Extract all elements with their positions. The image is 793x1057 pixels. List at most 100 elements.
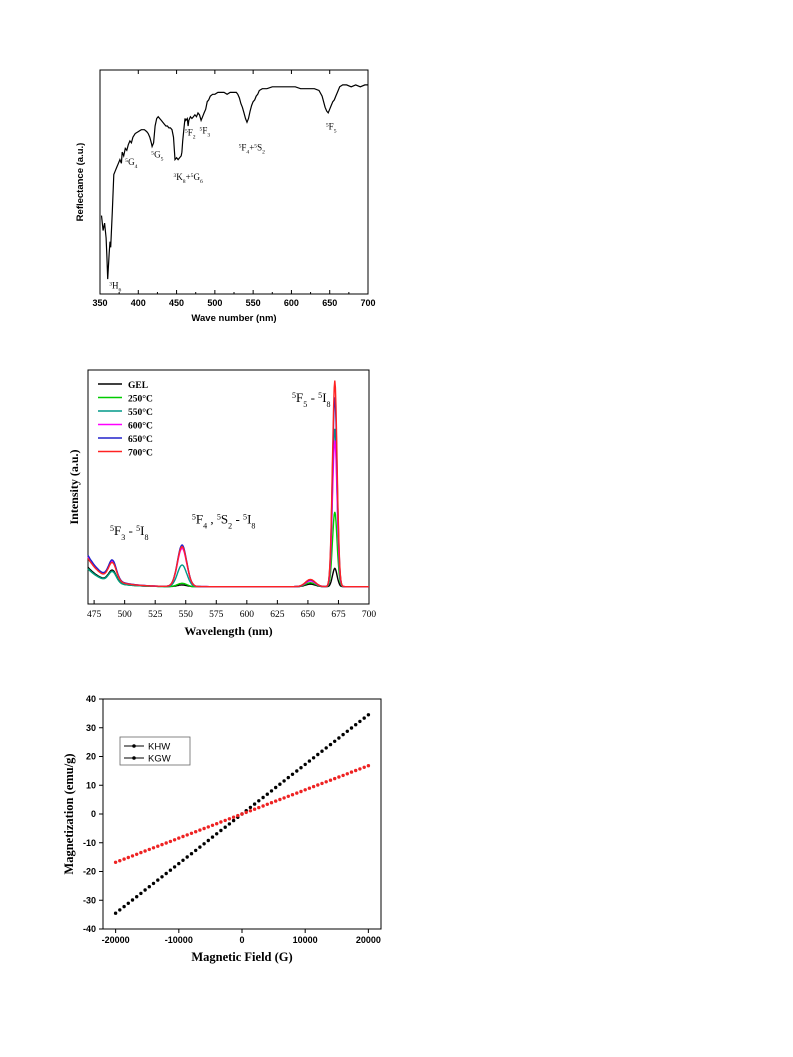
x-tick-label: 350 — [92, 298, 107, 308]
data-point-kgw — [337, 775, 341, 779]
data-point-khw — [172, 865, 177, 869]
data-point-kgw — [265, 802, 269, 806]
data-point-khw — [282, 779, 286, 783]
data-point-khw — [320, 749, 324, 753]
data-point-khw — [252, 802, 257, 806]
sub-part: 8 — [145, 533, 149, 542]
y-tick-label: -10 — [83, 838, 96, 848]
legend-marker — [132, 756, 136, 760]
data-point-khw — [122, 904, 126, 909]
data-point-khw — [135, 895, 139, 899]
sub-part: 4 — [135, 164, 138, 170]
data-point-khw — [286, 775, 290, 780]
data-point-khw — [299, 766, 303, 770]
data-point-khw — [206, 838, 210, 843]
data-point-kgw — [269, 801, 274, 805]
txt-part: F — [114, 523, 121, 538]
data-point-khw — [113, 911, 118, 915]
plot-frame — [87, 369, 370, 605]
txt-part: G — [154, 150, 161, 160]
data-point-khw — [303, 762, 307, 767]
sub-part: 3 — [121, 533, 125, 542]
sup-part: 5 — [136, 524, 140, 533]
sub-part: 8 — [251, 521, 255, 530]
legend-label: 550°C — [128, 407, 153, 418]
data-point-khw — [248, 805, 253, 810]
sup-part: 5 — [318, 391, 322, 400]
x-tick-label: 500 — [118, 610, 133, 620]
x-tick-label: -20000 — [102, 935, 130, 945]
transition-label: 5F4 , 5S2 - 5I8 — [192, 512, 256, 531]
data-point-khw — [278, 782, 282, 786]
data-point-kgw — [354, 768, 358, 773]
sub-part: 8 — [183, 179, 186, 185]
legend-label: GEL — [128, 381, 148, 391]
data-point-kgw — [320, 781, 324, 786]
data-point-kgw — [341, 773, 345, 778]
txt-part: - — [125, 523, 136, 538]
legend-label: 650°C — [128, 434, 153, 445]
x-axis-label: Wavelength (nm) — [184, 624, 272, 638]
sub-part: 5 — [303, 400, 307, 409]
data-point-khw — [354, 723, 358, 727]
x-axis-label: Wave number (nm) — [191, 313, 276, 324]
x-tick-label: 550 — [246, 298, 261, 308]
plot-frame — [99, 69, 369, 295]
txt-part: S — [221, 512, 228, 527]
data-point-khw — [257, 799, 261, 803]
x-tick-label: 20000 — [356, 935, 381, 945]
legend-label: KHW — [148, 742, 170, 753]
x-tick-label: 575 — [209, 610, 224, 620]
y-axis-label: Intensity (a.u.) — [67, 449, 81, 524]
x-tick-label: 0 — [239, 935, 244, 945]
data-point-kgw — [286, 794, 290, 798]
txt-part: G — [128, 157, 135, 167]
data-point-kgw — [244, 810, 248, 815]
reflectance-plot-group: 350 400 450 500 550 600 650 700 Wave number (nm)… — [75, 69, 376, 324]
data-point-khw — [139, 891, 143, 896]
data-point-khw — [177, 861, 181, 866]
sup-part: 5 — [254, 143, 257, 149]
data-point-kgw — [240, 812, 244, 816]
txt-part: I — [247, 512, 251, 527]
sub-part: 3 — [207, 132, 210, 138]
data-point-khw — [295, 769, 299, 773]
y-tick-label: 20 — [86, 752, 96, 762]
data-point-kgw — [185, 833, 189, 837]
data-point-khw — [227, 822, 232, 826]
data-point-kgw — [206, 825, 210, 829]
txt-part: H — [112, 280, 119, 290]
txt-part: - — [307, 390, 318, 405]
data-point-khw — [210, 835, 215, 839]
data-point-kgw — [252, 807, 257, 811]
data-point-kgw — [210, 823, 215, 827]
data-point-khw — [311, 756, 316, 760]
data-point-kgw — [362, 765, 366, 769]
transition-label: 5G5 — [151, 150, 163, 163]
x-axis-label: Magnetic Field (G) — [191, 950, 292, 964]
data-point-kgw — [248, 809, 253, 813]
series-line-0 — [87, 566, 369, 588]
x-tick-label: 600 — [284, 298, 299, 308]
data-point-khw — [189, 852, 194, 856]
data-point-kgw — [311, 784, 316, 789]
x-tick-label: 525 — [148, 610, 163, 620]
magnetization-plot-group: -20000 -10000 0 10000 20000 -40 -30 -20 -10 0 10 20… — [62, 694, 382, 964]
data-point-kgw — [147, 847, 151, 852]
data-point-kgw — [316, 783, 320, 787]
data-point-khw — [261, 795, 265, 800]
txt-part: I — [322, 390, 326, 405]
data-point-kgw — [349, 770, 354, 774]
sup-part: 5 — [243, 512, 247, 521]
x-tick-label: 500 — [207, 298, 222, 308]
data-point-kgw — [324, 780, 328, 784]
data-point-khw — [341, 732, 345, 737]
data-point-kgw — [156, 844, 160, 848]
data-point-kgw — [194, 830, 198, 834]
data-point-khw — [198, 845, 202, 849]
data-point-khw — [337, 736, 341, 740]
sub-part: 6 — [200, 179, 203, 185]
data-point-khw — [156, 878, 160, 882]
txt-part: G — [193, 172, 200, 182]
